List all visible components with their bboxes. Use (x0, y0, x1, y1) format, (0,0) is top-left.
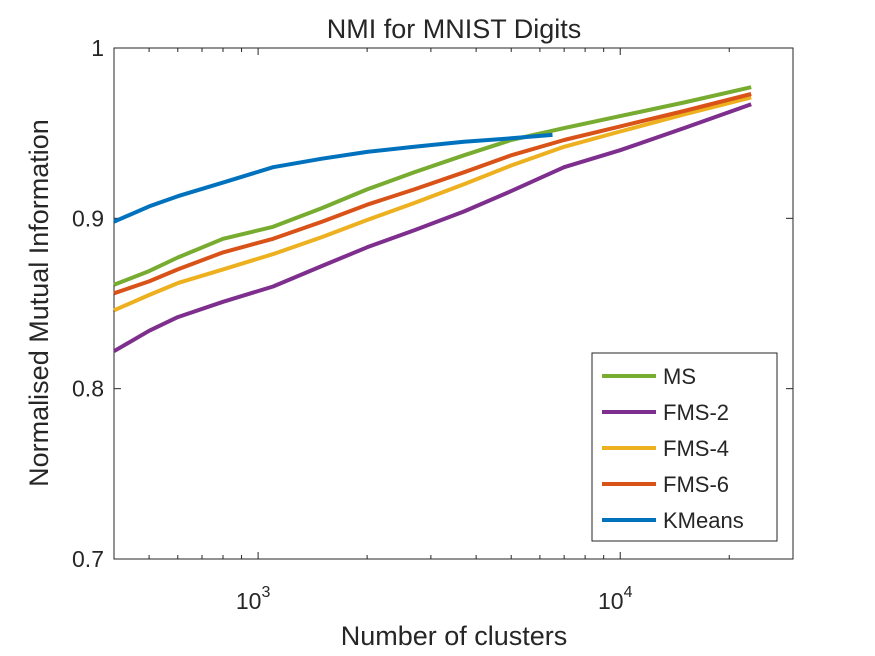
series-line-kmeans (113, 132, 553, 224)
legend-label-fms-4: FMS-4 (663, 436, 729, 461)
y-tick-label: 0.9 (72, 205, 104, 231)
axis-ticks (113, 47, 794, 560)
series-lines (112, 85, 752, 353)
series-line-fms-2 (112, 102, 752, 353)
x-tick-labels: 103 104 (236, 584, 633, 614)
series-line-ms (113, 85, 752, 287)
y-tick-labels: 0.7 0.8 0.9 1 (72, 35, 104, 572)
plot-area (112, 47, 794, 560)
x-tick-label: 103 (236, 584, 271, 614)
legend: MS FMS-2 FMS-4 FMS-6 KMeans (591, 352, 778, 542)
legend-label-ms: MS (663, 364, 696, 389)
y-tick-label: 0.8 (72, 376, 104, 402)
y-tick-label: 1 (91, 35, 104, 61)
series-line-fms-4 (113, 95, 752, 313)
chart-title: NMI for MNIST Digits (327, 14, 582, 44)
series-line-fms-6 (113, 92, 752, 296)
x-tick-label: 104 (598, 584, 633, 614)
y-tick-label: 0.7 (72, 546, 104, 572)
legend-label-fms-6: FMS-6 (663, 472, 729, 497)
legend-label-kmeans: KMeans (663, 508, 744, 533)
y-axis-label: Normalised Mutual Information (24, 119, 54, 487)
legend-label-fms-2: FMS-2 (663, 400, 729, 425)
x-axis-label: Number of clusters (341, 621, 568, 651)
